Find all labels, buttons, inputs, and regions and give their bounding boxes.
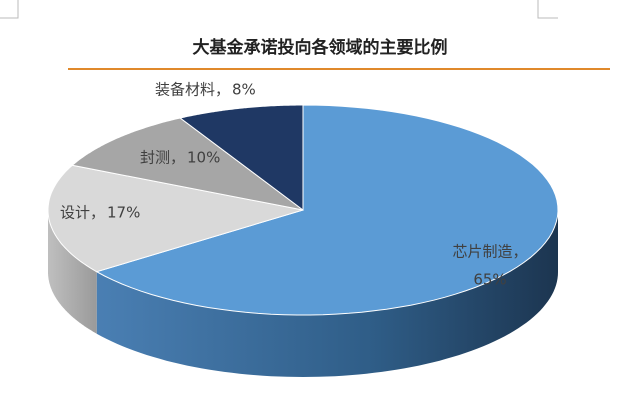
value-label: 10% (187, 149, 220, 167)
data-labels: 芯片制造， 65% 设计， 17% 封测， 10% 装备材料， 8% (60, 81, 528, 289)
slice (95, 104, 559, 316)
pie-tops (47, 104, 559, 316)
category-label: 设计， (60, 204, 105, 222)
category-label: 装备材料， (155, 81, 230, 99)
slice-side (48, 210, 97, 334)
value-label: 17% (107, 204, 140, 222)
slice (71, 117, 304, 211)
slice (47, 164, 304, 273)
crop-marks (0, 0, 558, 19)
category-label: 芯片制造， (452, 243, 527, 261)
value-label: 65% (473, 271, 506, 289)
value-label: 8% (232, 81, 256, 99)
slice (179, 104, 304, 211)
pie-sides (48, 210, 558, 377)
category-label: 封测， (140, 149, 185, 167)
slice-side (96, 210, 558, 377)
chart-title: 大基金承诺投向各领域的主要比例 (193, 37, 448, 58)
